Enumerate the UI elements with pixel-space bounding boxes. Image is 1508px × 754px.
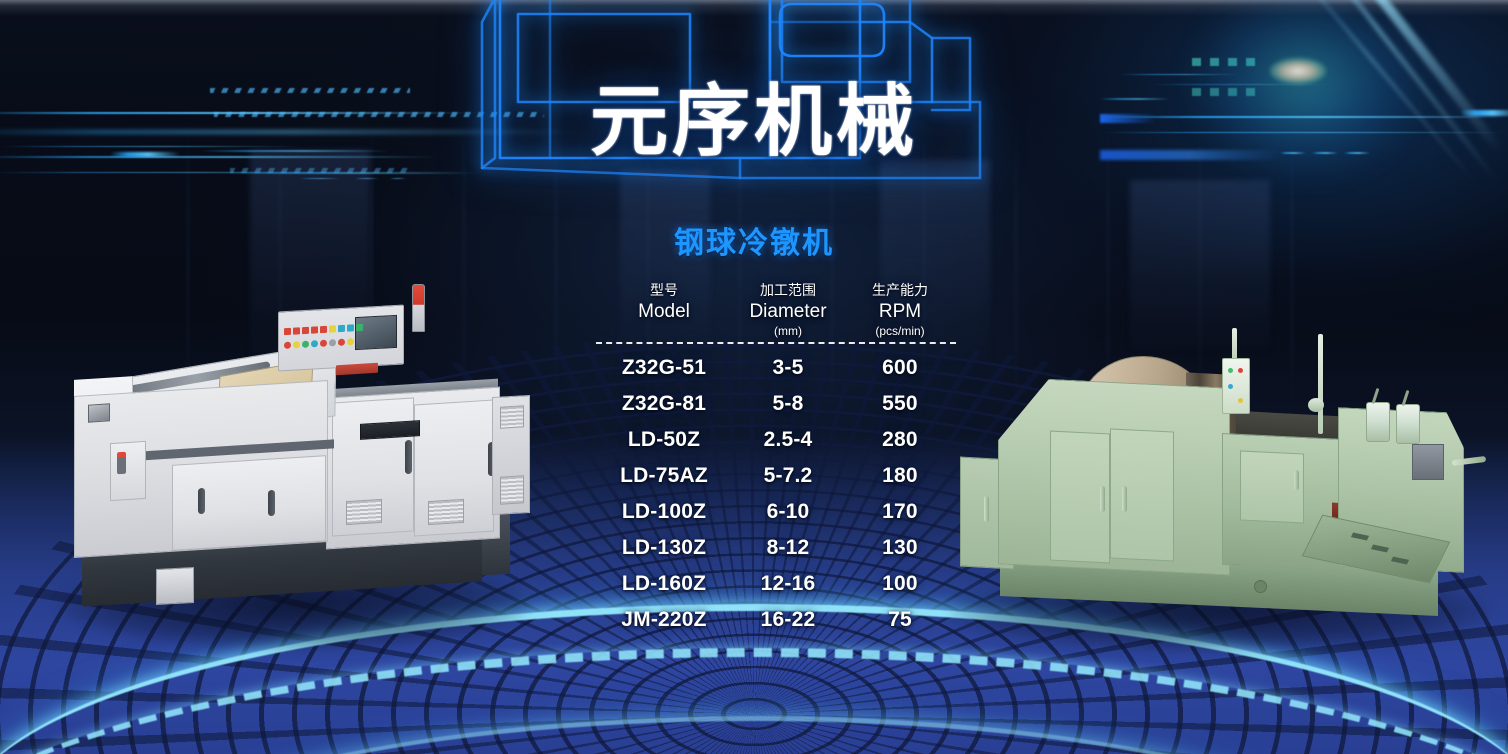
cell-rpm: 280 [882,427,918,451]
cell-diameter: 2.5-4 [763,427,813,451]
cell-rpm: 180 [882,463,918,487]
cell-rpm: 170 [882,499,918,523]
cell-diameter: 12-16 [760,571,816,595]
cell-diameter: 5-8 [772,391,804,415]
column-header-rpm: 生产能力 RPM (pcs/min) [844,282,956,339]
table-divider [596,341,956,344]
table-row: LD-160Z 12-16 100 [596,572,956,596]
column-header-rpm-cn: 生产能力 [872,282,928,298]
machine-left-side-vent [500,405,524,429]
machine-left-label-sticker [88,403,110,423]
floor-glow-arc-inner [94,716,1414,754]
machine-right-mid-handle [1294,469,1299,491]
cell-diameter: 16-22 [760,607,816,631]
machine-left-front-door [172,455,326,551]
cell-rpm: 550 [882,391,918,415]
column-header-rpm-unit: (pcs/min) [875,324,925,339]
machine-right-knob-a[interactable] [1366,402,1390,442]
machine-right-post-a [1232,328,1237,362]
machine-left-front-handle-a [198,487,205,515]
table-row: JM-220Z 16-22 75 [596,608,956,632]
machine-right-cold-header [960,328,1508,640]
table-row: Z32G-81 5-8 550 [596,392,956,416]
table-row: LD-100Z 6-10 170 [596,500,956,524]
column-header-diameter: 加工范围 Diameter (mm) [732,282,844,339]
column-header-model-en: Model [638,300,690,322]
cell-model: JM-220Z [621,607,707,631]
column-header-diameter-en: Diameter [749,300,827,322]
cell-model: LD-160Z [621,571,707,595]
table-header-row: 型号 Model 加工范围 Diameter (mm) 生产能力 RPM (pc… [596,282,956,339]
machine-left-vent-b [428,498,464,526]
table-row: LD-75AZ 5-7.2 180 [596,464,956,488]
machine-right-door-b [1110,428,1174,562]
flare-core [1270,58,1326,84]
page-title: 元序机械 [589,77,918,165]
column-header-rpm-en: RPM [878,300,922,322]
product-subtitle: 钢球冷镦机 [674,227,834,260]
machine-left-vent-a [346,498,382,526]
cell-diameter: 6-10 [766,499,810,523]
specification-table: 型号 Model 加工范围 Diameter (mm) 生产能力 RPM (pc… [596,282,956,632]
machine-right-post-b [1318,334,1323,434]
machine-left-rear-handle-a [405,439,412,475]
column-header-model-cn: 型号 [650,282,678,298]
table-row: LD-130Z 8-12 130 [596,536,956,560]
machine-left-front-handle-b [268,489,275,517]
table-row: LD-50Z 2.5-4 280 [596,428,956,452]
machine-right-led-blue [1228,384,1233,389]
cell-model: LD-50Z [627,427,701,451]
machine-left-side-plate [110,440,146,502]
machine-left-foot-pad [156,567,194,605]
machine-right-post-b-cap [1308,398,1324,412]
machine-right-led-red [1238,368,1243,373]
cell-rpm: 130 [882,535,918,559]
cell-model: Z32G-81 [621,391,707,415]
floor-glow-arc-outer [0,604,1508,754]
machine-right-knob-b[interactable] [1396,404,1420,444]
machine-right-led-green [1228,368,1233,373]
table-row: Z32G-51 3-5 600 [596,356,956,380]
machine-right-slide-block [1412,444,1444,480]
column-header-diameter-unit: (mm) [774,324,802,339]
cell-diameter: 3-5 [772,355,804,379]
cell-rpm: 600 [882,355,918,379]
cell-model: Z32G-51 [621,355,707,379]
background-block-2 [620,170,710,350]
background-block-4 [1130,180,1270,350]
machine-left-signal-tower-light [412,284,425,332]
machine-right-handle-b [1122,485,1127,513]
machine-left-cold-header [60,284,530,630]
column-header-model: 型号 Model [596,282,732,339]
background-block-3 [880,160,990,360]
machine-right-control-box[interactable] [1222,358,1250,414]
machine-right-left-handle [984,495,989,523]
cell-model: LD-100Z [621,499,707,523]
machine-left-red-plate [336,362,378,376]
cell-model: LD-130Z [621,535,707,559]
machine-right-base-bolt [1254,580,1267,593]
machine-left-switch[interactable] [117,451,126,475]
machine-left-hmi-screen[interactable] [355,314,397,351]
cell-rpm: 100 [882,571,918,595]
machine-left-side-vent-2 [500,475,524,505]
machine-right-led-amber [1238,398,1243,403]
flare-halo [1190,0,1420,176]
cell-rpm: 75 [888,607,912,631]
cell-diameter: 8-12 [766,535,810,559]
column-header-diameter-cn: 加工范围 [760,282,816,298]
cell-model: LD-75AZ [620,463,708,487]
machine-right-handle-a [1100,485,1105,513]
cell-diameter: 5-7.2 [763,463,813,487]
floor-glow-arc-dashed [0,648,1508,754]
